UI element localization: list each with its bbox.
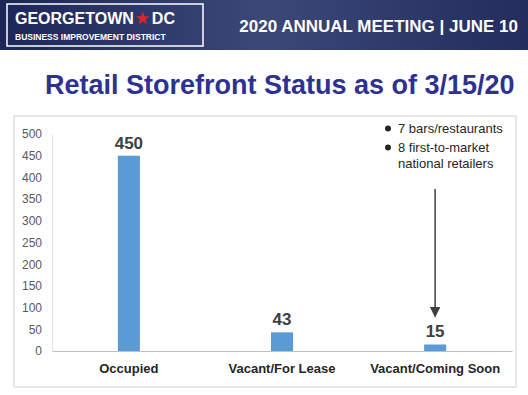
y-tick: 150 bbox=[22, 279, 52, 293]
data-label: 15 bbox=[426, 322, 445, 341]
y-tick-label: 50 bbox=[29, 323, 43, 337]
y-tick-label: 350 bbox=[22, 192, 42, 206]
x-axis: Occupied Vacant/For Lease Vacant/Coming So… bbox=[53, 351, 513, 376]
bullet bbox=[385, 126, 391, 132]
y-tick: 500 bbox=[22, 127, 52, 141]
bar bbox=[424, 344, 446, 351]
x-tick: Vacant/Coming Soon bbox=[370, 351, 500, 376]
bullet bbox=[385, 145, 391, 151]
annotations: 7 bars/restaurants 8 first-to-marketnatio… bbox=[385, 121, 503, 316]
x-tick-label: Vacant/For Lease bbox=[229, 361, 336, 376]
y-tick-label: 100 bbox=[22, 301, 42, 315]
y-tick-label: 0 bbox=[35, 344, 42, 358]
logo-suffix: DC bbox=[152, 10, 176, 27]
data-label: 450 bbox=[115, 134, 143, 153]
y-tick-label: 200 bbox=[22, 258, 42, 272]
annotation: 7 bars/restaurants bbox=[398, 121, 503, 136]
y-tick-label: 500 bbox=[22, 127, 42, 141]
bars bbox=[118, 156, 446, 351]
y-tick: 50 bbox=[29, 323, 52, 337]
data-labels: 450 43 15 bbox=[115, 134, 445, 342]
y-tick: 350 bbox=[22, 192, 52, 206]
annotation-arrow bbox=[434, 189, 436, 316]
y-tick-label: 300 bbox=[22, 214, 42, 228]
y-tick: 450 bbox=[22, 149, 52, 163]
logo-subtitle: BUSINESS IMPROVEMENT DISTRICT bbox=[15, 32, 166, 42]
y-tick: 400 bbox=[22, 171, 52, 185]
x-tick: Vacant/For Lease bbox=[229, 351, 336, 376]
chart-frame bbox=[14, 116, 516, 387]
y-tick: 300 bbox=[22, 214, 52, 228]
slide: GEORGETOWN DC BUSINESS IMPROVEMENT DISTRIC… bbox=[0, 0, 528, 395]
annotation: 8 first-to-marketnational retailers bbox=[398, 140, 494, 171]
meeting-text: 2020 ANNUAL MEETING | JUNE 10 bbox=[239, 17, 518, 36]
data-label: 43 bbox=[273, 310, 292, 329]
y-axis-line bbox=[52, 135, 53, 352]
y-tick-label: 400 bbox=[22, 171, 42, 185]
x-tick-label: Occupied bbox=[99, 361, 158, 376]
logo-star bbox=[136, 12, 149, 25]
chart-title: Retail Storefront Status as of 3/15/20 bbox=[45, 70, 515, 100]
y-tick: 0 bbox=[35, 344, 52, 358]
y-tick: 250 bbox=[22, 236, 52, 250]
x-tick-label: Vacant/Coming Soon bbox=[370, 361, 500, 376]
y-tick: 200 bbox=[22, 258, 52, 272]
bar bbox=[271, 332, 293, 351]
y-tick-label: 450 bbox=[22, 149, 42, 163]
logo-frame bbox=[7, 4, 203, 46]
y-axis: 0 50 100 150 200 250 300 350 400 450 500 bbox=[22, 127, 53, 358]
y-tick-label: 250 bbox=[22, 236, 42, 250]
x-tick: Occupied bbox=[99, 351, 158, 376]
y-tick: 100 bbox=[22, 301, 52, 315]
bar bbox=[118, 156, 140, 351]
header-band bbox=[0, 0, 528, 50]
logo-text: GEORGETOWN bbox=[15, 10, 134, 27]
x-axis-line bbox=[53, 351, 513, 352]
y-tick-label: 150 bbox=[22, 279, 42, 293]
